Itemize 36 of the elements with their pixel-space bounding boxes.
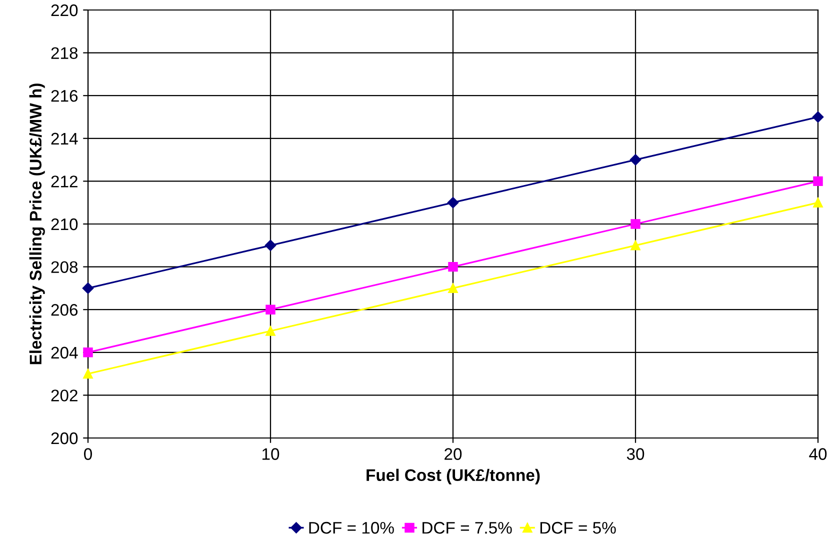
legend-label: DCF = 7.5%: [422, 522, 512, 534]
y-axis-title: Electricity Selling Price (UK£/MW h): [29, 84, 45, 364]
y-tick-label: 220: [51, 4, 78, 16]
y-tick-label: 212: [51, 176, 78, 188]
y-tick-label: 206: [51, 304, 78, 316]
y-tick-label: 208: [51, 261, 78, 274]
point: [83, 368, 93, 379]
y-tick-label: 216: [51, 90, 78, 102]
legend-label: DCF = 5%: [540, 522, 616, 534]
x-tick-label: 30: [626, 448, 644, 460]
y-tick-label: 202: [51, 390, 78, 402]
point: [264, 240, 276, 252]
point: [813, 198, 823, 208]
point: [630, 240, 640, 250]
y-tick-label: 218: [51, 47, 78, 60]
point: [630, 154, 642, 166]
point: [82, 282, 94, 294]
y-tick-label: 214: [51, 132, 78, 144]
point: [83, 348, 93, 358]
point: [447, 196, 459, 208]
legend-label: DCF = 10%: [309, 522, 394, 534]
y-tick-label: 204: [51, 346, 78, 359]
y-tick-label: 200: [51, 432, 78, 444]
point: [266, 326, 276, 336]
point: [812, 111, 824, 123]
x-tick-label: 0: [84, 448, 92, 460]
x-tick-label: 10: [262, 448, 280, 460]
point: [448, 283, 458, 294]
x-axis-title: Fuel Cost (UK£/tonne): [366, 468, 540, 484]
x-tick-label: 40: [809, 448, 827, 460]
point: [813, 176, 823, 186]
point: [266, 304, 276, 314]
point: [630, 219, 640, 229]
x-tick-label: 20: [444, 448, 462, 460]
point: [448, 262, 458, 272]
y-tick-label: 210: [51, 218, 78, 230]
